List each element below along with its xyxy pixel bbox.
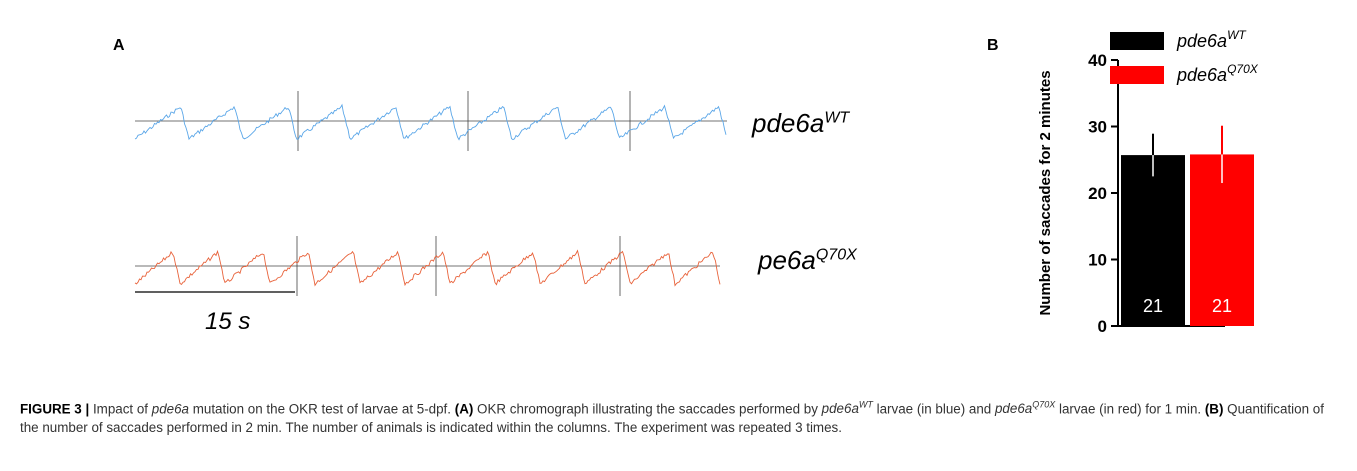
trace-wt <box>134 91 727 151</box>
y-tick-label: 40 <box>1088 51 1107 70</box>
okr-chromograph <box>134 91 727 296</box>
y-tick-label: 0 <box>1098 317 1107 336</box>
bar <box>1121 155 1185 326</box>
panel-a-letter: A <box>113 37 125 54</box>
legend-label: pde6aWT <box>1176 28 1247 51</box>
scale-bar-label: 15 s <box>205 308 251 335</box>
panel-b-letter: B <box>987 37 999 54</box>
trace-signal <box>134 103 727 141</box>
bar-group: 21 <box>1121 133 1185 326</box>
trace-mutant <box>134 236 721 296</box>
y-tick-label: 10 <box>1088 251 1107 270</box>
legend-swatch <box>1110 32 1164 50</box>
y-axis-label: Number of saccades for 2 minutes <box>1037 70 1054 315</box>
caption-figure-label: FIGURE 3 | <box>20 401 90 417</box>
trace-signal <box>134 249 721 287</box>
legend-swatch <box>1110 66 1164 84</box>
saccade-bar-chart: Number of saccades for 2 minutes 0 10 20 30 4… <box>1037 28 1259 336</box>
y-tick-label: 30 <box>1088 118 1107 137</box>
trace-label-mutant: pe6aQ70X <box>758 245 857 275</box>
bar-count-label: 21 <box>1143 296 1163 316</box>
legend-item: pde6aWT <box>1110 28 1247 51</box>
legend-label: pde6aQ70X <box>1176 62 1259 85</box>
bar-group: 21 <box>1190 125 1254 326</box>
y-tick-label: 20 <box>1088 184 1107 203</box>
trace-label-wt: pde6aWT <box>752 108 850 138</box>
legend-item: pde6aQ70X <box>1110 62 1259 85</box>
figure-caption: FIGURE 3 | Impact of pde6a mutation on t… <box>20 400 1324 436</box>
bar-count-label: 21 <box>1212 296 1232 316</box>
